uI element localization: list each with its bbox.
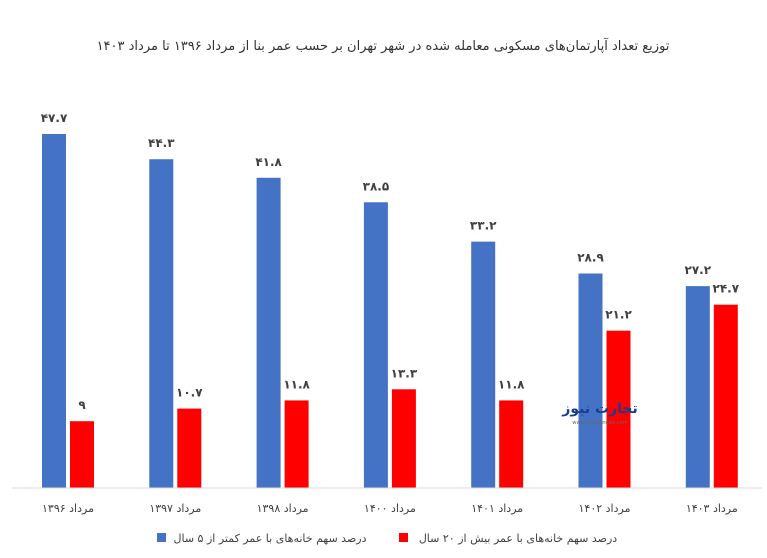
data-label: ۹: [78, 398, 86, 412]
bar-over-20-years: [284, 400, 309, 488]
watermark-logo: تجارت نیوز www.tejaratnews.com: [561, 401, 637, 426]
bar-under-5-years: [363, 202, 388, 488]
x-tick-label: مرداد ۱۳۹۷: [149, 502, 201, 515]
bar-over-20-years: [70, 421, 94, 488]
watermark-brand: تجارت نیوز: [561, 401, 637, 417]
bar-under-5-years: [471, 241, 496, 488]
x-tick-label: مرداد ۱۴۰۳: [686, 502, 738, 515]
legend-label: درصد سهم خانه‌های با عمر کمتر از ۵ سال: [173, 532, 366, 545]
bar-over-20-years: [713, 304, 738, 488]
legend-swatch: [399, 533, 408, 542]
data-label: ۴۴.۳: [148, 136, 175, 150]
data-label: ۲۷.۲: [685, 263, 712, 277]
data-label: ۴۱.۸: [255, 155, 282, 169]
chart-title: توزیع تعداد آپارتمان‌های مسکونی معامله ش…: [97, 37, 670, 54]
x-tick-label: مرداد ۱۴۰۱: [471, 502, 523, 515]
data-label: ۴۷.۷: [41, 111, 68, 125]
x-tick-label: مرداد ۱۴۰۰: [364, 502, 416, 515]
x-tick-label: مرداد ۱۳۹۶: [42, 502, 94, 515]
bar-over-20-years: [499, 400, 524, 488]
bar-under-5-years: [256, 177, 281, 488]
legend-label: درصد سهم خانه‌های با عمر بیش از ۲۰ سال: [419, 532, 617, 545]
data-label: ۲۴.۷: [713, 282, 740, 296]
bar-under-5-years: [685, 286, 710, 488]
data-label: ۱۰.۷: [176, 386, 203, 400]
data-label: ۱۱.۸: [283, 377, 310, 391]
data-label: ۳۸.۵: [363, 179, 390, 193]
x-tick-label: مرداد ۱۳۹۸: [257, 502, 309, 515]
data-label: ۲۸.۹: [577, 251, 604, 265]
bar-under-5-years: [42, 134, 66, 488]
bar-under-5-years: [149, 159, 174, 488]
bar-under-5-years: [578, 273, 603, 488]
data-label: ۲۱.۲: [605, 308, 632, 322]
data-label: ۳۳.۲: [470, 219, 497, 233]
bar-over-20-years: [391, 389, 416, 488]
bar-over-20-years: [177, 408, 202, 488]
data-label: ۱۱.۸: [498, 377, 525, 391]
legend-swatch: [157, 533, 166, 542]
watermark-site: www.tejaratnews.com: [572, 420, 627, 426]
bar-over-20-years: [606, 330, 631, 488]
x-tick-label: مرداد ۱۴۰۲: [579, 502, 631, 515]
data-label: ۱۳.۳: [391, 366, 418, 380]
